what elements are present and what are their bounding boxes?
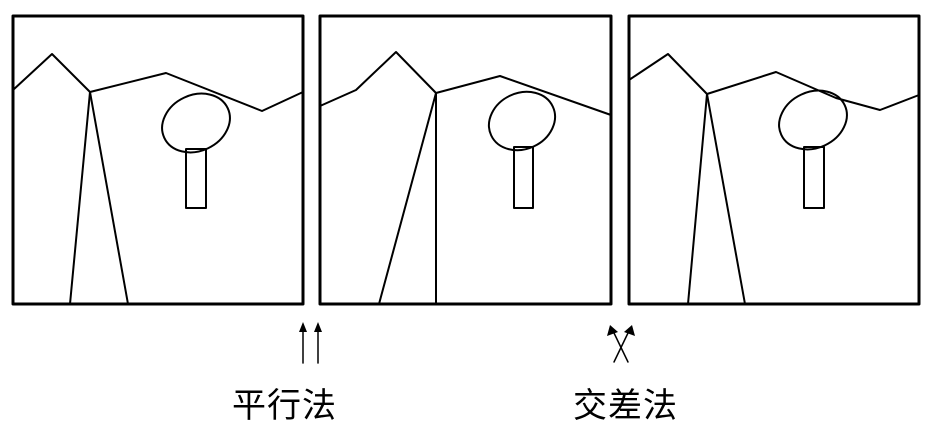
signpost-head <box>487 90 557 152</box>
tree-trunk-left-edge <box>687 93 708 305</box>
panel-frame <box>627 14 921 306</box>
panel-frame <box>11 14 305 306</box>
tree-trunk-right-edge <box>89 91 129 305</box>
mountain-ridge <box>319 51 612 116</box>
signpost-pole <box>185 148 207 209</box>
stereo-panel-left <box>11 14 305 306</box>
stereo-panel-center <box>318 14 613 306</box>
tree-trunk-left-edge <box>69 91 91 305</box>
label-parallel-method: 平行法 <box>232 386 337 426</box>
label-cross-method: 交差法 <box>573 386 678 426</box>
signpost-pole <box>803 146 825 209</box>
mountain-ridge <box>628 53 920 111</box>
signpost-head <box>778 89 848 151</box>
parallel-arrows-icon <box>299 322 322 364</box>
crossed-arrows-icon <box>607 325 635 363</box>
stereo-panel-right <box>627 14 921 306</box>
signpost-head <box>161 92 231 154</box>
signpost-pole <box>513 146 534 209</box>
panel-frame <box>318 14 613 306</box>
tree-trunk-right-edge <box>706 93 746 305</box>
mountain-ridge <box>12 53 304 112</box>
tree-trunk-left-edge <box>378 92 437 305</box>
